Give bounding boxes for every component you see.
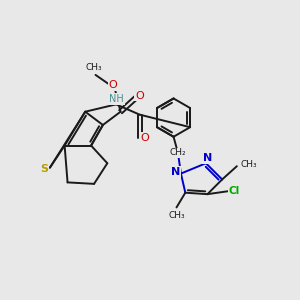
Text: N: N xyxy=(171,167,180,177)
Text: Cl: Cl xyxy=(229,186,240,196)
Text: O: O xyxy=(135,91,144,100)
Text: CH₃: CH₃ xyxy=(240,160,257,169)
Text: S: S xyxy=(40,164,49,174)
Text: O: O xyxy=(141,133,149,143)
Text: O: O xyxy=(109,80,118,90)
Text: N: N xyxy=(203,153,212,163)
Text: CH₃: CH₃ xyxy=(168,211,185,220)
Text: CH₃: CH₃ xyxy=(86,63,102,72)
Text: CH₂: CH₂ xyxy=(170,148,186,158)
Text: NH: NH xyxy=(110,94,124,104)
